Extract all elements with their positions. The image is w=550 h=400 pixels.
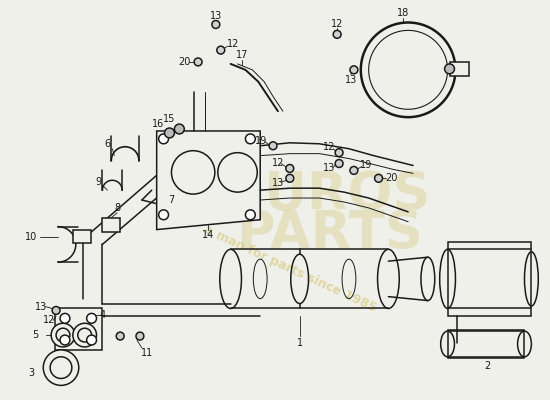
Circle shape [335, 149, 343, 157]
Circle shape [116, 332, 124, 340]
Text: 12: 12 [43, 315, 56, 325]
Circle shape [60, 314, 70, 323]
Circle shape [269, 142, 277, 150]
Circle shape [87, 335, 96, 345]
Circle shape [444, 64, 454, 74]
Bar [55, 308, 102, 350]
Text: 1: 1 [296, 338, 303, 348]
Text: 20: 20 [385, 173, 398, 183]
Text: 9: 9 [95, 177, 102, 187]
Text: EUROS: EUROS [228, 169, 431, 221]
Circle shape [164, 128, 174, 138]
Text: 13: 13 [272, 178, 284, 188]
Text: 17: 17 [236, 50, 249, 60]
Text: 13: 13 [210, 10, 222, 20]
Circle shape [51, 323, 75, 347]
Circle shape [217, 46, 225, 54]
Circle shape [73, 323, 96, 347]
Circle shape [218, 153, 257, 192]
Text: 7: 7 [168, 195, 174, 205]
Text: 19: 19 [360, 160, 372, 170]
Text: 20: 20 [178, 57, 190, 67]
Text: 18: 18 [397, 8, 409, 18]
Text: 8: 8 [114, 203, 120, 213]
Text: 11: 11 [141, 348, 153, 358]
Text: 12: 12 [323, 142, 336, 152]
Bar [449, 62, 469, 76]
Circle shape [174, 124, 184, 134]
Circle shape [60, 335, 70, 345]
Polygon shape [157, 131, 260, 230]
Text: 4: 4 [100, 310, 106, 320]
Text: PARTS: PARTS [236, 208, 422, 260]
Circle shape [50, 357, 72, 378]
Circle shape [361, 22, 455, 117]
Text: 10: 10 [25, 232, 37, 242]
Circle shape [136, 332, 144, 340]
Bar [73, 230, 91, 243]
Text: 3: 3 [29, 368, 35, 378]
Circle shape [335, 160, 343, 168]
Circle shape [52, 306, 60, 314]
Circle shape [245, 134, 255, 144]
Text: 13: 13 [345, 75, 357, 85]
Text: 15: 15 [163, 114, 175, 124]
Circle shape [286, 164, 294, 172]
Bar [102, 218, 120, 232]
Text: 19: 19 [255, 136, 267, 146]
Circle shape [286, 174, 294, 182]
Circle shape [43, 350, 79, 385]
Circle shape [350, 166, 358, 174]
Bar [448, 330, 525, 358]
Circle shape [350, 66, 358, 74]
Circle shape [194, 58, 202, 66]
Circle shape [158, 210, 168, 220]
Text: 14: 14 [202, 230, 214, 240]
Circle shape [375, 174, 382, 182]
Text: 13: 13 [323, 164, 336, 174]
Text: 12: 12 [272, 158, 284, 168]
Circle shape [158, 134, 168, 144]
Bar [448, 242, 531, 316]
Circle shape [333, 30, 341, 38]
Text: 12: 12 [331, 20, 343, 30]
Text: 6: 6 [104, 139, 111, 149]
Circle shape [212, 20, 220, 28]
Text: 5: 5 [32, 330, 38, 340]
Text: a man for parts since 1985: a man for parts since 1985 [201, 223, 378, 315]
Text: 13: 13 [35, 302, 47, 312]
Text: 16: 16 [152, 119, 164, 129]
Circle shape [172, 151, 215, 194]
Circle shape [87, 314, 96, 323]
Text: 2: 2 [484, 361, 490, 371]
Text: 12: 12 [227, 39, 240, 49]
Circle shape [245, 210, 255, 220]
